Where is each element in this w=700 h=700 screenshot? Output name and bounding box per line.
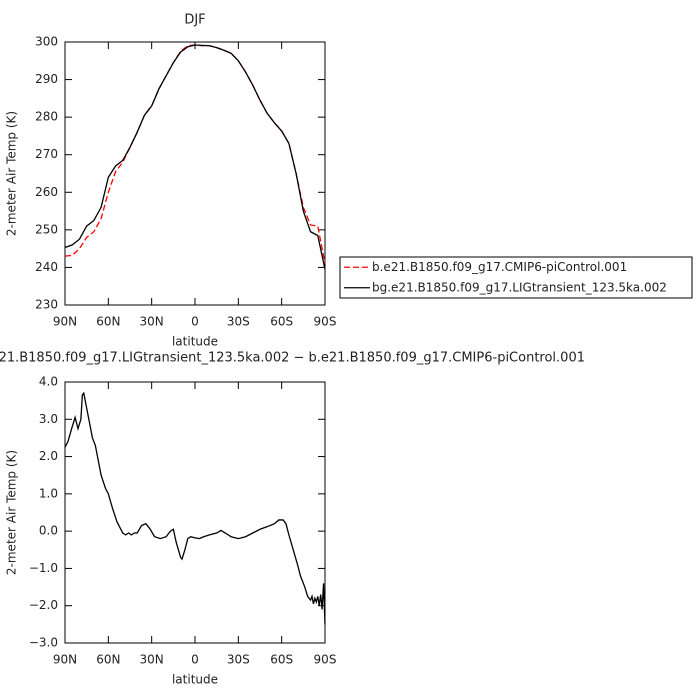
x-axis-label: latitude (172, 673, 218, 687)
y-tick-label: 0.0 (39, 524, 58, 538)
legend-label: b.e21.B1850.f09_g17.CMIP6-piControl.001 (372, 260, 627, 274)
y-tick-label: 250 (35, 222, 58, 236)
y-tick-label: 1.0 (39, 486, 58, 500)
x-tick-label: 30N (140, 653, 164, 667)
x-tick-label: 30S (227, 653, 250, 667)
legend-box (339, 256, 693, 299)
data-line (64, 44, 326, 264)
y-tick-label: −3.0 (29, 636, 58, 650)
y-tick-label: 270 (35, 147, 58, 161)
y-tick-label: 2.0 (39, 449, 58, 463)
y-tick-label: 280 (35, 110, 58, 124)
x-tick-label: 30S (227, 315, 250, 329)
x-tick-label: 0 (191, 653, 199, 667)
x-tick-label: 90N (53, 653, 77, 667)
y-tick-label: −1.0 (29, 561, 58, 575)
y-tick-label: 3.0 (39, 412, 58, 426)
y-tick-label: 290 (35, 72, 58, 86)
legend-label: bg.e21.B1850.f09_g17.LIGtransient_123.5k… (372, 280, 667, 294)
x-tick-label: 60S (270, 653, 293, 667)
y-tick-label: −2.0 (29, 598, 58, 612)
y-axis-label: 2-meter Air Temp (K) (5, 111, 19, 236)
x-axis-label: latitude (172, 335, 218, 349)
x-tick-label: 90N (53, 315, 77, 329)
chart-title: DJF (184, 13, 205, 28)
plot-frame (64, 381, 326, 644)
x-tick-label: 30N (140, 315, 164, 329)
y-tick-label: 4.0 (39, 375, 58, 389)
legend: b.e21.B1850.f09_g17.CMIP6-piControl.001b… (339, 256, 693, 299)
y-tick-label: 300 (35, 35, 58, 49)
x-tick-label: 60S (270, 315, 293, 329)
plot-frame (64, 41, 326, 306)
x-tick-label: 60N (96, 653, 120, 667)
data-line (64, 391, 326, 625)
y-tick-label: 260 (35, 185, 58, 199)
y-tick-label: 230 (35, 298, 58, 312)
data-line (64, 44, 326, 270)
x-tick-label: 0 (191, 315, 199, 329)
x-tick-label: 90S (314, 653, 337, 667)
x-tick-label: 90S (314, 315, 337, 329)
chart-title: bg.e21.B1850.f09_g17.LIGtransient_123.5k… (0, 351, 585, 366)
y-axis-label: 2-meter Air Temp (K) (5, 450, 19, 575)
x-tick-label: 60N (96, 315, 120, 329)
y-tick-label: 240 (35, 260, 58, 274)
